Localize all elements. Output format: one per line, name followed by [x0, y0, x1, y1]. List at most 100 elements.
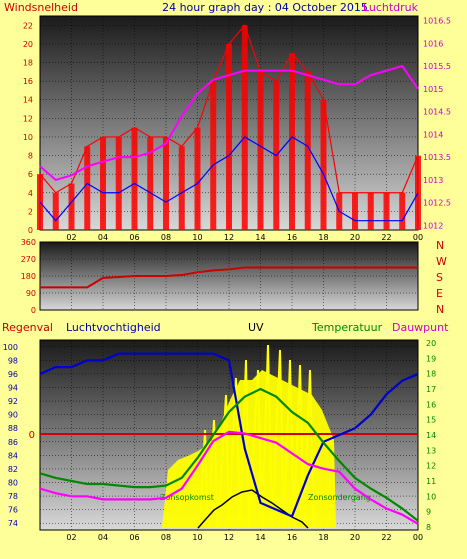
y-right-tick-label: 13	[426, 446, 436, 455]
y-right-tick-label: 11	[426, 477, 436, 486]
label-dauwpunt: Dauwpunt	[392, 321, 449, 334]
y-right-tick-label: 1015.5	[423, 62, 451, 71]
y-right-tick-label: 8	[426, 523, 431, 532]
panel3-x-axis: 02 04 06 08 10 12 14 16 18 20 22 00	[66, 533, 423, 542]
title-windsnelheid: Windsnelheid	[4, 1, 78, 14]
y-left-tick-label: 90	[8, 411, 18, 420]
y-right-tick-label: 1015	[423, 85, 443, 94]
direction-line	[40, 266, 418, 289]
sunrise-label: Zonsopkomst	[160, 493, 214, 502]
y-left-tick-label: 96	[8, 370, 18, 379]
y-tick-label: 90	[26, 289, 36, 298]
x-tick-label: 06	[129, 233, 139, 242]
series-line-2	[39, 430, 419, 525]
y-left-tick-label: 98	[8, 356, 18, 365]
y-right-tick-label: 1013	[423, 176, 443, 185]
panel3-right-axis: 8 9 10 11 12 13 14 15 16 17 18 19 20	[426, 339, 436, 532]
y-left-tick-label: 4	[28, 189, 33, 198]
x-tick-label: 22	[381, 233, 391, 242]
panel1-series	[37, 24, 421, 230]
y-left-tick-label: 8	[28, 152, 33, 161]
x-tick-label: 16	[287, 533, 297, 542]
page-title: 24 hour graph day : 04 October 2015	[162, 1, 368, 14]
y-right-tick-label: 19	[426, 354, 436, 363]
series-line-0	[39, 24, 419, 194]
label-temperatuur: Temperatuur	[311, 321, 383, 334]
panel3-left-axis: 74 76 78 80 82 84 86 88 90 92 94 96 98 100	[3, 343, 18, 528]
x-tick-label: 20	[350, 533, 360, 542]
series-line-2	[39, 64, 419, 182]
y-left-tick-label: 22	[23, 21, 33, 30]
y-right-tick-label: 1012	[423, 221, 443, 230]
x-tick-label: 10	[192, 533, 202, 542]
x-tick-label: 18	[318, 533, 328, 542]
y-right-tick-label: 20	[426, 339, 436, 348]
label-regenval: Regenval	[2, 321, 53, 334]
title-luchtdruk: Luchtdruk	[363, 1, 419, 14]
y-left-tick-label: 6	[28, 170, 33, 179]
x-tick-label: 06	[129, 533, 139, 542]
y-left-tick-label: 84	[8, 451, 18, 460]
x-tick-label: 00	[413, 533, 423, 542]
y-right-tick-label: 15	[426, 416, 436, 425]
label-luchtvochtigheid: Luchtvochtigheid	[66, 321, 161, 334]
y-right-tick-label: 14	[426, 431, 436, 440]
compass-label: N	[436, 303, 444, 316]
x-tick-label: 10	[192, 233, 202, 242]
compass-label: N	[436, 239, 444, 252]
y-tick-label: 0	[31, 306, 36, 315]
uv-spikes	[199, 344, 315, 529]
panel2-left-axis: 0 90 180 270 360	[21, 238, 36, 315]
compass-label: E	[436, 287, 443, 300]
y-right-tick-label: 1012.5	[423, 199, 451, 208]
y-right-tick-label: 1014.5	[423, 108, 451, 117]
series-line-0	[39, 352, 419, 518]
x-tick-label: 20	[350, 233, 360, 242]
y-left-tick-label: 78	[8, 492, 18, 501]
y-left-tick-label: 10	[23, 133, 33, 142]
panel1-right-axis: 1012 1012.5 1013 1013.5 1014 1014.5 1015 1015.5…	[423, 17, 451, 231]
rain-zero-label: 0	[29, 430, 35, 441]
panel3-series	[39, 352, 419, 525]
y-left-tick-label: 14	[23, 96, 33, 105]
y-left-tick-label: 2	[28, 207, 33, 216]
panel2-series	[40, 266, 418, 289]
y-left-tick-label: 92	[8, 397, 18, 406]
x-tick-label: 14	[255, 233, 265, 242]
y-right-tick-label: 1016.5	[423, 17, 451, 26]
x-tick-label: 18	[318, 233, 328, 242]
x-tick-label: 12	[224, 233, 234, 242]
y-left-tick-label: 76	[8, 506, 18, 515]
x-tick-label: 04	[98, 233, 108, 242]
x-tick-label: 08	[161, 533, 171, 542]
label-uv: UV	[248, 321, 264, 334]
x-tick-label: 02	[66, 233, 76, 242]
panel1-left-axis: 0 2 4 6 8 10 12 14 16 18 20 22	[23, 21, 33, 235]
y-left-tick-label: 16	[23, 77, 33, 86]
series-line-1	[39, 136, 419, 222]
y-left-tick-label: 100	[3, 343, 18, 352]
series-line-1	[39, 387, 419, 522]
y-left-tick-label: 86	[8, 438, 18, 447]
x-tick-label: 14	[255, 533, 265, 542]
y-tick-label: 270	[21, 255, 36, 264]
y-right-tick-label: 1013.5	[423, 153, 451, 162]
x-tick-label: 08	[161, 233, 171, 242]
y-right-tick-label: 1014	[423, 130, 443, 139]
y-right-tick-label: 17	[426, 385, 436, 394]
x-tick-label: 04	[98, 533, 108, 542]
x-tick-label: 22	[381, 533, 391, 542]
y-left-tick-label: 12	[23, 114, 33, 123]
y-left-tick-label: 88	[8, 424, 18, 433]
y-right-tick-label: 1016	[423, 39, 443, 48]
compass-label: W	[436, 255, 447, 268]
y-right-tick-label: 16	[426, 400, 436, 409]
y-left-tick-label: 0	[28, 226, 33, 235]
uv-area	[162, 344, 336, 529]
x-tick-label: 16	[287, 233, 297, 242]
x-tick-label: 12	[224, 533, 234, 542]
y-tick-label: 360	[21, 238, 36, 247]
panel1-x-axis: 02 04 06 08 10 12 14 16 18 20 22 00	[66, 233, 423, 242]
